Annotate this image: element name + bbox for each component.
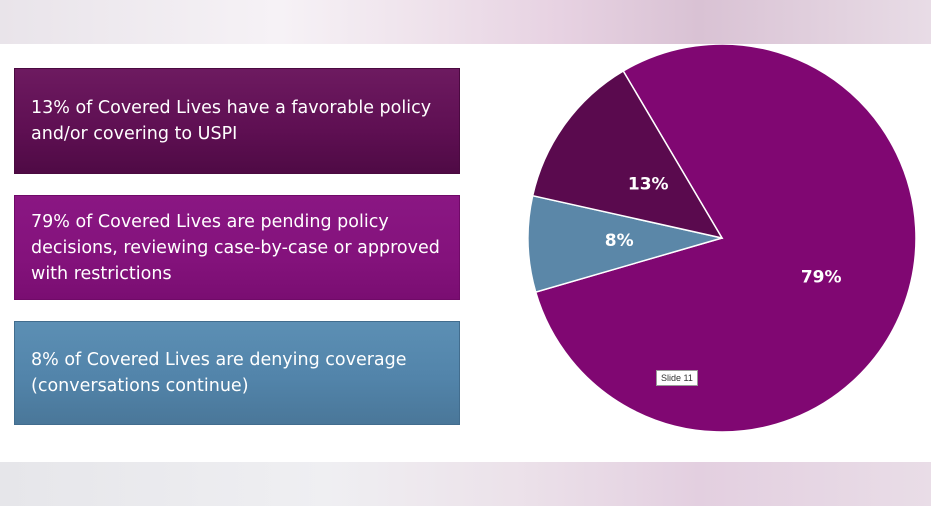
pie-slice-favorable bbox=[531, 69, 724, 240]
denying-coverage-box: 8% of Covered Lives are denying coverage… bbox=[14, 321, 460, 425]
favorable-policy-box: 13% of Covered Lives have a favorable po… bbox=[14, 68, 460, 174]
pie-label-favorable: 13% bbox=[628, 174, 669, 194]
pie-label-denying: 8% bbox=[605, 231, 634, 251]
pending-policy-text: 79% of Covered Lives are pending policy … bbox=[31, 211, 440, 284]
slide-canvas: 13% of Covered Lives have a favorable po… bbox=[0, 44, 931, 462]
favorable-policy-text: 13% of Covered Lives have a favorable po… bbox=[31, 98, 432, 144]
bottom-background-band bbox=[0, 462, 931, 506]
pie-label-pending: 79% bbox=[801, 267, 842, 287]
pie-slice-pending bbox=[534, 44, 917, 433]
pie-slice-denying bbox=[527, 194, 723, 294]
pending-policy-box: 79% of Covered Lives are pending policy … bbox=[14, 195, 460, 300]
top-background-band bbox=[0, 0, 931, 44]
denying-coverage-text: 8% of Covered Lives are denying coverage… bbox=[31, 350, 407, 396]
slide-number-label: Slide 11 bbox=[656, 370, 698, 386]
pie-chart: 79% 8% 13% bbox=[527, 44, 917, 433]
